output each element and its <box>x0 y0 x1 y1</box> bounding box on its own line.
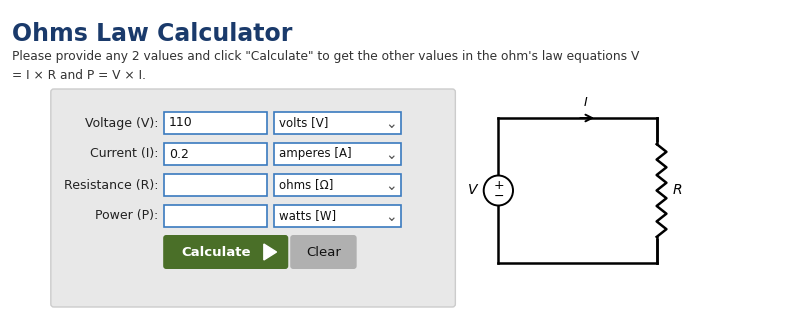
Circle shape <box>484 175 513 205</box>
Text: amperes [A]: amperes [A] <box>279 148 352 161</box>
Text: Clear: Clear <box>306 246 341 258</box>
FancyBboxPatch shape <box>290 235 357 269</box>
Text: Ohms Law Calculator: Ohms Law Calculator <box>12 22 292 46</box>
Text: ⌄: ⌄ <box>385 148 397 162</box>
FancyBboxPatch shape <box>274 205 401 227</box>
FancyBboxPatch shape <box>274 112 401 134</box>
FancyBboxPatch shape <box>163 235 288 269</box>
Text: watts [W]: watts [W] <box>279 210 337 222</box>
FancyBboxPatch shape <box>51 89 456 307</box>
FancyBboxPatch shape <box>164 112 267 134</box>
Text: $I$: $I$ <box>583 96 588 109</box>
FancyBboxPatch shape <box>654 142 669 239</box>
Text: Voltage (V):: Voltage (V): <box>85 117 158 130</box>
Text: Calculate: Calculate <box>181 246 251 258</box>
Text: +: + <box>494 179 504 192</box>
Text: volts [V]: volts [V] <box>279 117 329 130</box>
Text: 0.2: 0.2 <box>169 148 189 161</box>
Text: ⌄: ⌄ <box>385 179 397 193</box>
Text: $V$: $V$ <box>468 184 480 198</box>
Text: ohms [Ω]: ohms [Ω] <box>279 179 334 191</box>
Text: ⌄: ⌄ <box>385 210 397 224</box>
Text: −: − <box>494 190 504 203</box>
Polygon shape <box>264 244 277 260</box>
Text: Current (I):: Current (I): <box>90 148 158 161</box>
Text: ⌄: ⌄ <box>385 117 397 131</box>
FancyBboxPatch shape <box>164 174 267 196</box>
Text: $R$: $R$ <box>672 184 682 198</box>
FancyBboxPatch shape <box>274 174 401 196</box>
Text: Power (P):: Power (P): <box>95 210 158 222</box>
Text: Resistance (R):: Resistance (R): <box>64 179 158 191</box>
FancyBboxPatch shape <box>164 205 267 227</box>
FancyBboxPatch shape <box>274 143 401 165</box>
Text: 110: 110 <box>169 117 193 130</box>
Text: Please provide any 2 values and click "Calculate" to get the other values in the: Please provide any 2 values and click "C… <box>12 50 639 82</box>
FancyBboxPatch shape <box>164 143 267 165</box>
